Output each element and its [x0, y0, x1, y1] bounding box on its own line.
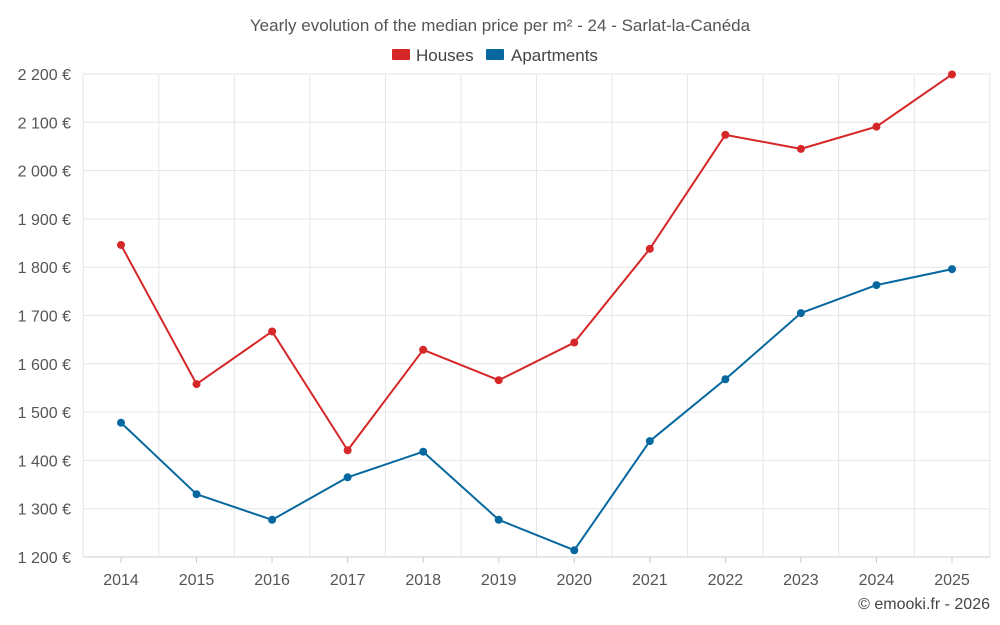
series-houses [117, 70, 956, 455]
x-tick-label: 2024 [859, 572, 895, 589]
series-apartments [117, 265, 956, 555]
data-point-apartments-2023[interactable] [796, 309, 805, 318]
legend-label-apartments: Apartments [511, 46, 598, 65]
data-point-houses-2022[interactable] [721, 130, 730, 139]
data-point-houses-2014[interactable] [117, 240, 125, 249]
data-point-houses-2017[interactable] [343, 446, 352, 455]
x-tick-label: 2022 [708, 572, 744, 589]
x-tick-label: 2015 [179, 572, 215, 589]
data-point-houses-2023[interactable] [796, 144, 805, 153]
data-point-apartments-2017[interactable] [343, 473, 352, 482]
y-tick-label: 1 200 € [18, 550, 71, 567]
y-tick-label: 1 500 € [18, 405, 71, 422]
legend[interactable]: Houses Apartments [392, 46, 598, 65]
x-tick-label: 2019 [481, 572, 517, 589]
chart-title: Yearly evolution of the median price per… [250, 16, 751, 35]
y-tick-label: 2 200 € [18, 67, 71, 84]
y-tick-label: 2 100 € [18, 115, 71, 132]
x-tick-label: 2023 [783, 572, 819, 589]
y-tick-label: 1 800 € [18, 260, 71, 277]
data-point-apartments-2021[interactable] [645, 437, 654, 446]
x-tick-label: 2025 [934, 572, 970, 589]
data-point-houses-2020[interactable] [570, 338, 579, 347]
data-point-apartments-2025[interactable] [948, 265, 956, 274]
x-tick-label: 2020 [556, 572, 592, 589]
x-tick-label: 2017 [330, 572, 366, 589]
data-point-apartments-2015[interactable] [192, 490, 201, 499]
data-point-apartments-2014[interactable] [117, 418, 125, 427]
x-tick-label: 2014 [103, 572, 139, 589]
series-line-apartments [120, 268, 953, 552]
series-line-houses [120, 73, 953, 452]
data-point-houses-2019[interactable] [494, 376, 503, 385]
data-point-houses-2025[interactable] [948, 70, 956, 79]
axes: 1 200 € 1 300 € 1 400 € 1 500 € 1 600 € 1 700… [18, 67, 970, 589]
x-tick-label: 2016 [254, 572, 290, 589]
grid [82, 73, 991, 558]
y-tick-label: 1 300 € [18, 502, 71, 519]
y-tick-label: 1 900 € [18, 212, 71, 229]
data-point-houses-2024[interactable] [872, 122, 881, 131]
data-point-apartments-2020[interactable] [570, 546, 579, 555]
y-tick-label: 1 400 € [18, 453, 71, 470]
data-point-houses-2021[interactable] [645, 244, 654, 253]
data-point-apartments-2019[interactable] [494, 515, 503, 524]
data-point-houses-2016[interactable] [268, 327, 277, 336]
data-point-apartments-2018[interactable] [419, 447, 428, 456]
data-point-apartments-2022[interactable] [721, 375, 730, 384]
y-tick-label: 2 000 € [18, 164, 71, 181]
y-tick-label: 1 700 € [18, 309, 71, 326]
legend-item-houses[interactable]: Houses [392, 46, 474, 65]
credit-text: © emooki.fr - 2026 [858, 596, 990, 613]
data-point-houses-2015[interactable] [192, 380, 201, 389]
y-tick-label: 1 600 € [18, 357, 71, 374]
legend-item-apartments[interactable]: Apartments [486, 46, 598, 65]
legend-swatch-houses [392, 49, 410, 60]
data-point-apartments-2024[interactable] [872, 281, 881, 290]
data-point-apartments-2016[interactable] [268, 515, 277, 524]
legend-swatch-apartments [486, 49, 504, 60]
series-layer [117, 70, 956, 555]
legend-label-houses: Houses [416, 46, 474, 65]
data-point-houses-2018[interactable] [419, 345, 428, 354]
x-tick-label: 2018 [405, 572, 441, 589]
x-tick-label: 2021 [632, 572, 668, 589]
